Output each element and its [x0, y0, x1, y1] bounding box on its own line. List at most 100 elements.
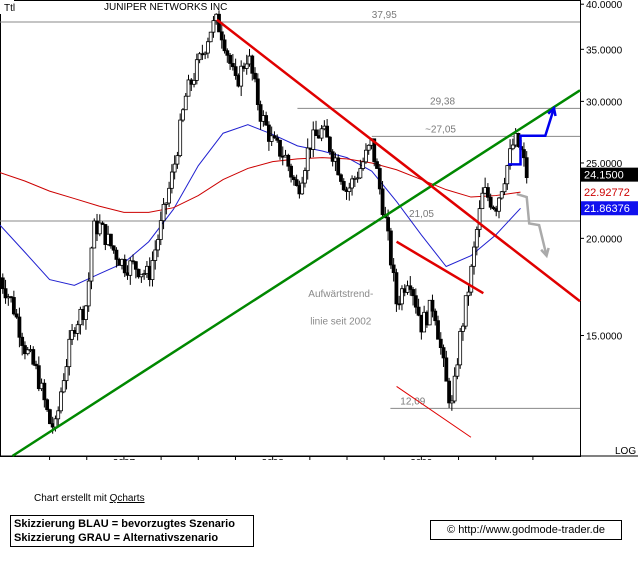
candle-body [364, 149, 368, 163]
moving-average-line [0, 124, 521, 286]
candle-body [347, 187, 352, 192]
candle-body [366, 144, 371, 151]
copyright-link[interactable]: © http://www.godmode-trader.de [430, 520, 622, 540]
candle-body [508, 148, 512, 166]
scenario-grau-path [516, 192, 548, 256]
candle-body [474, 229, 479, 248]
candle-body [433, 310, 438, 322]
candle-body [375, 161, 379, 169]
candle-body [372, 138, 377, 163]
y-tick-label: 30.0000 [586, 97, 623, 108]
candle-body [64, 366, 69, 382]
candle-body [291, 176, 296, 181]
candle-body [350, 178, 354, 189]
candle-body [25, 349, 30, 355]
candle-body [488, 196, 493, 208]
candle-body [111, 245, 116, 251]
candle-body [311, 129, 316, 150]
candle-body [100, 222, 105, 225]
candle-body [485, 187, 490, 198]
candle-body [156, 239, 160, 251]
candle-body [250, 55, 255, 74]
candle-body [300, 182, 305, 195]
candle-body [194, 59, 199, 81]
candle-body [133, 261, 138, 270]
candle-body [275, 137, 280, 141]
y-tick-label: 15.0000 [586, 332, 623, 343]
candle-body [314, 129, 318, 137]
candle-body [56, 410, 61, 420]
candle-body [411, 289, 415, 297]
candle-body [84, 305, 88, 320]
candle-body [430, 299, 435, 312]
trendline-downtrend [216, 18, 581, 303]
candle-body [67, 338, 72, 368]
candle-body [108, 233, 113, 247]
chart-title: JUNIPER NETWORKS INC [104, 2, 227, 13]
candle-body [524, 157, 529, 179]
level-label: 21,05 [409, 209, 434, 220]
ma-value-tag-0-box [581, 201, 638, 216]
candle-body [158, 220, 163, 240]
candle-body [458, 330, 463, 366]
candle-body [394, 272, 399, 305]
candle-body [114, 249, 119, 260]
candle-body [14, 313, 19, 318]
candle-body [31, 349, 36, 365]
candle-body [244, 63, 249, 69]
x-year-label: 2007 [113, 458, 136, 460]
candle-body [361, 161, 366, 169]
candle-body [89, 247, 94, 282]
candle-body [355, 177, 360, 180]
trendline-channel-top [395, 240, 484, 295]
candle-body [380, 188, 385, 215]
candle-body [122, 258, 127, 274]
candle-body [336, 157, 341, 176]
candle-body [491, 206, 496, 210]
candle-body [186, 79, 191, 97]
candle-body [386, 217, 391, 232]
last-price-tag: 24.1500 [584, 170, 624, 182]
candle-body [258, 104, 263, 122]
candle-body [272, 135, 277, 139]
candle-body [181, 109, 185, 121]
candle-body [75, 324, 80, 334]
candle-body [172, 163, 177, 173]
candle-body [510, 144, 515, 150]
candle-body [150, 260, 155, 280]
y-tick-label: 20.0000 [586, 234, 623, 245]
candle-body [416, 306, 421, 316]
candle-body [3, 288, 8, 299]
candle-body [469, 265, 474, 293]
candle-body [169, 171, 174, 189]
moving-average-line [0, 157, 521, 213]
candle-body [388, 230, 393, 266]
qcharts-link[interactable]: Qcharts [109, 493, 145, 504]
candle-body [452, 375, 457, 402]
candle-body [377, 168, 382, 190]
trendline-uptrend [11, 89, 581, 458]
candle-body [499, 191, 504, 199]
candle-body [203, 52, 208, 55]
chart-credit: Chart erstellt mit Qcharts [34, 493, 145, 504]
candle-body [266, 124, 271, 142]
candle-body [325, 125, 330, 138]
candle-body [505, 165, 510, 185]
candle-body [319, 128, 324, 139]
legend-blue: Skizzierung BLAU = bevorzugtes Szenario [14, 518, 235, 530]
candle-body [59, 391, 63, 412]
candle-body [47, 409, 52, 425]
candle-body [502, 183, 507, 193]
x-year-label: 2008 [262, 458, 285, 460]
candle-body [391, 264, 396, 274]
scenario-blau-path [508, 107, 556, 166]
candle-body [45, 399, 50, 411]
level-label: 37,95 [372, 10, 397, 21]
candle-body [61, 380, 66, 393]
candle-body [477, 208, 482, 230]
level-label: ~27,05 [425, 124, 456, 135]
candle-body [86, 280, 91, 307]
candle-body [278, 139, 282, 157]
scenario-legend: Skizzierung BLAU = bevorzugtes Szenario … [10, 515, 254, 547]
candle-body [253, 72, 257, 80]
